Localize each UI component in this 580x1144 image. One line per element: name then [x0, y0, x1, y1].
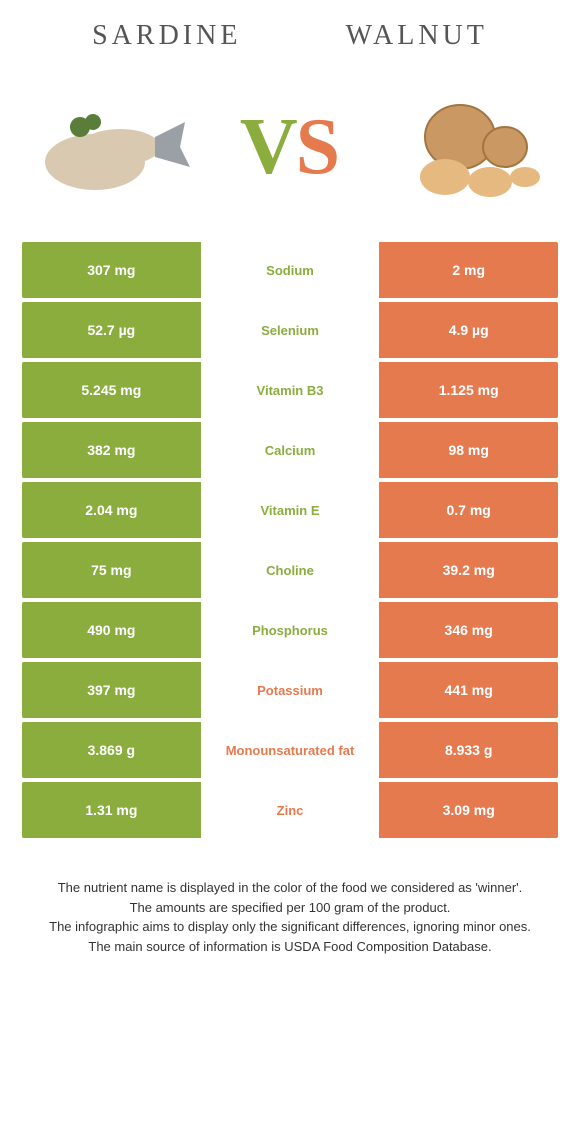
table-row: 3.869 gMonounsaturated fat8.933 g — [22, 722, 558, 778]
left-value: 5.245 mg — [22, 362, 201, 418]
nutrient-label: Choline — [201, 542, 380, 598]
footnote-line: The infographic aims to display only the… — [40, 917, 540, 937]
left-value: 307 mg — [22, 242, 201, 298]
right-value: 4.9 µg — [379, 302, 558, 358]
nutrient-label: Sodium — [201, 242, 380, 298]
left-value: 3.869 g — [22, 722, 201, 778]
right-value: 98 mg — [379, 422, 558, 478]
right-value: 346 mg — [379, 602, 558, 658]
table-row: 1.31 mgZinc3.09 mg — [22, 782, 558, 838]
nutrient-label: Monounsaturated fat — [201, 722, 380, 778]
left-value: 1.31 mg — [22, 782, 201, 838]
sardine-image — [25, 92, 195, 202]
nutrient-label: Potassium — [201, 662, 380, 718]
table-row: 490 mgPhosphorus346 mg — [22, 602, 558, 658]
vs-v: V — [240, 107, 298, 187]
right-value: 3.09 mg — [379, 782, 558, 838]
hero-row: VS — [0, 82, 580, 242]
left-value: 397 mg — [22, 662, 201, 718]
vs-s: S — [296, 107, 341, 187]
right-value: 8.933 g — [379, 722, 558, 778]
nutrient-label: Selenium — [201, 302, 380, 358]
table-row: 2.04 mgVitamin E0.7 mg — [22, 482, 558, 538]
nutrient-label: Phosphorus — [201, 602, 380, 658]
table-row: 397 mgPotassium441 mg — [22, 662, 558, 718]
titles-row: Sardine Walnut — [0, 20, 580, 82]
walnut-icon — [385, 92, 555, 202]
walnut-image — [385, 92, 555, 202]
nutrient-table: 307 mgSodium2 mg52.7 µgSelenium4.9 µg5.2… — [22, 242, 558, 838]
vs-label: VS — [240, 107, 340, 187]
nutrient-label: Zinc — [201, 782, 380, 838]
footnote-line: The amounts are specified per 100 gram o… — [40, 898, 540, 918]
right-value: 0.7 mg — [379, 482, 558, 538]
table-row: 382 mgCalcium98 mg — [22, 422, 558, 478]
nutrient-label: Vitamin E — [201, 482, 380, 538]
footnote: The nutrient name is displayed in the co… — [40, 878, 540, 956]
table-row: 307 mgSodium2 mg — [22, 242, 558, 298]
title-left: Sardine — [92, 20, 241, 52]
left-value: 75 mg — [22, 542, 201, 598]
right-value: 441 mg — [379, 662, 558, 718]
footnote-line: The main source of information is USDA F… — [40, 937, 540, 957]
title-right: Walnut — [346, 20, 488, 52]
infographic-root: Sardine Walnut VS 307 mgSodiu — [0, 0, 580, 956]
left-value: 382 mg — [22, 422, 201, 478]
nutrient-label: Vitamin B3 — [201, 362, 380, 418]
table-row: 52.7 µgSelenium4.9 µg — [22, 302, 558, 358]
nutrient-label: Calcium — [201, 422, 380, 478]
left-value: 2.04 mg — [22, 482, 201, 538]
footnote-line: The nutrient name is displayed in the co… — [40, 878, 540, 898]
table-row: 5.245 mgVitamin B31.125 mg — [22, 362, 558, 418]
right-value: 1.125 mg — [379, 362, 558, 418]
table-row: 75 mgCholine39.2 mg — [22, 542, 558, 598]
left-value: 490 mg — [22, 602, 201, 658]
right-value: 39.2 mg — [379, 542, 558, 598]
right-value: 2 mg — [379, 242, 558, 298]
left-value: 52.7 µg — [22, 302, 201, 358]
sardine-icon — [25, 92, 195, 202]
